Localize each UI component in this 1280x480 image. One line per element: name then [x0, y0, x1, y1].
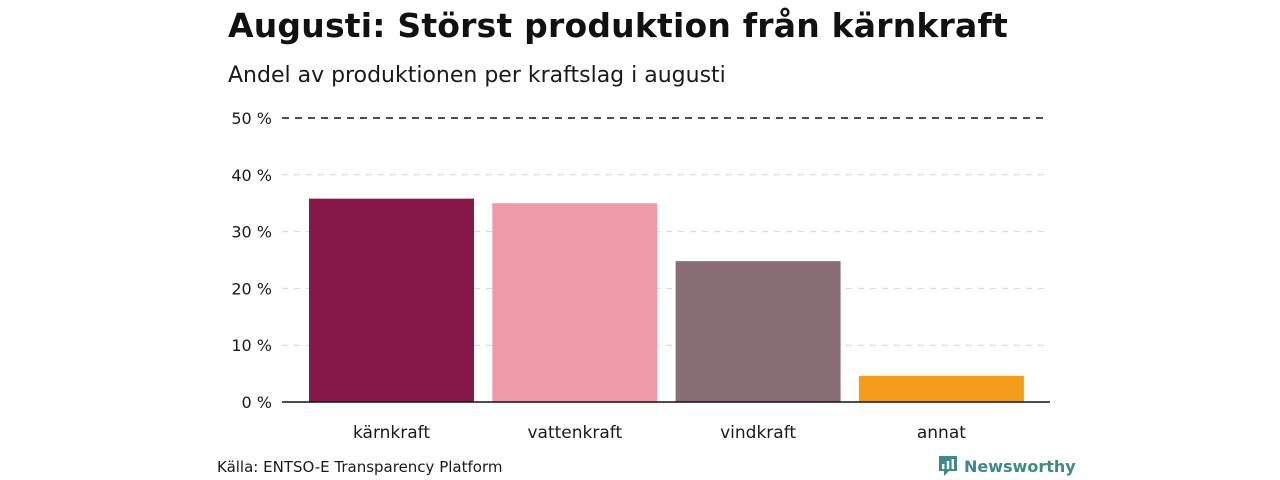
chart-title: Augusti: Störst produktion från kärnkraf… — [228, 6, 1009, 45]
bar-2 — [675, 261, 841, 402]
x-tick-label: kärnkraft — [353, 423, 430, 443]
y-tick-label: 30 % — [231, 223, 272, 242]
bar-3 — [858, 375, 1024, 402]
y-tick-label: 40 % — [231, 166, 272, 185]
y-tick-label: 0 % — [242, 393, 272, 412]
x-tick-label: annat — [917, 423, 966, 443]
x-tick-label: vindkraft — [720, 423, 796, 443]
bar-1 — [492, 203, 658, 402]
bar-0 — [309, 198, 474, 402]
newsworthy-logo-icon — [939, 456, 957, 476]
source-note: Källa: ENTSO-E Transparency Platform — [217, 458, 503, 476]
y-tick-label: 10 % — [231, 336, 272, 355]
chart-subtitle: Andel av produktionen per kraftslag i au… — [228, 63, 726, 88]
brand-logo: Newsworthy — [938, 455, 1076, 477]
brand-name: Newsworthy — [964, 456, 1076, 476]
y-tick-label: 50 % — [231, 109, 272, 128]
y-tick-label: 20 % — [231, 279, 272, 298]
x-tick-label: vattenkraft — [527, 423, 622, 443]
